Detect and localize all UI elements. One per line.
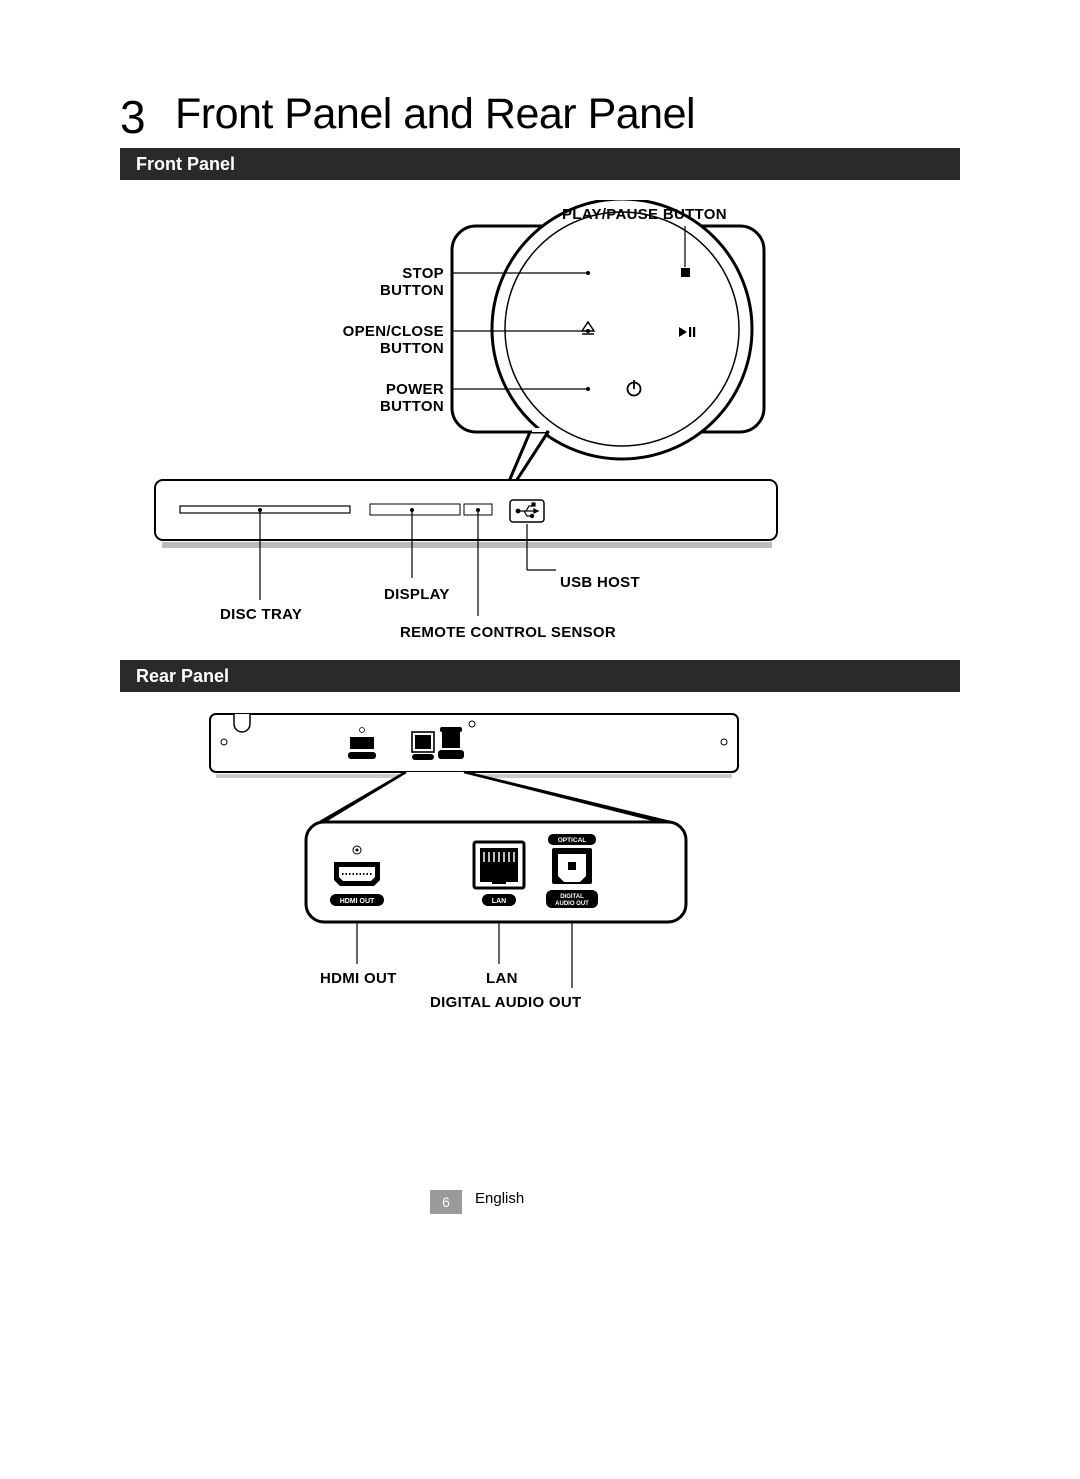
port-label-optical: OPTICAL [558,837,587,844]
label-disc-tray: DISC TRAY [220,606,302,623]
section-rear-panel-label: Rear Panel [136,666,229,687]
svg-text:DIGITAL: DIGITAL [560,894,584,900]
label-power: POWER BUTTON [322,381,444,415]
chapter-number: 3 [120,90,146,144]
label-display: DISPLAY [384,586,450,603]
chapter-title: Front Panel and Rear Panel [175,90,695,139]
footer-language: English [475,1190,524,1207]
section-front-panel: Front Panel [120,148,960,180]
section-front-panel-label: Front Panel [136,154,235,175]
rear-panel-diagram: HDMI OUT LAN OPTICAL DIGITAL AUDIO OUT [206,702,742,1022]
label-usb-host: USB HOST [560,574,640,591]
label-stop: STOP BUTTON [340,265,444,299]
label-remote-sensor: REMOTE CONTROL SENSOR [400,624,616,641]
svg-text:AUDIO OUT: AUDIO OUT [555,901,589,907]
label-digital-audio-out: DIGITAL AUDIO OUT [430,994,581,1011]
label-hdmi-out: HDMI OUT [320,970,397,987]
label-open-close: OPEN/CLOSE BUTTON [288,323,444,357]
page-number: 6 [430,1190,462,1214]
front-panel-diagram [152,200,780,660]
label-lan: LAN [486,970,518,987]
port-label-hdmi: HDMI OUT [340,898,375,905]
section-rear-panel: Rear Panel [120,660,960,692]
label-play-pause: PLAY/PAUSE BUTTON [562,206,727,223]
port-label-lan: LAN [492,898,506,905]
